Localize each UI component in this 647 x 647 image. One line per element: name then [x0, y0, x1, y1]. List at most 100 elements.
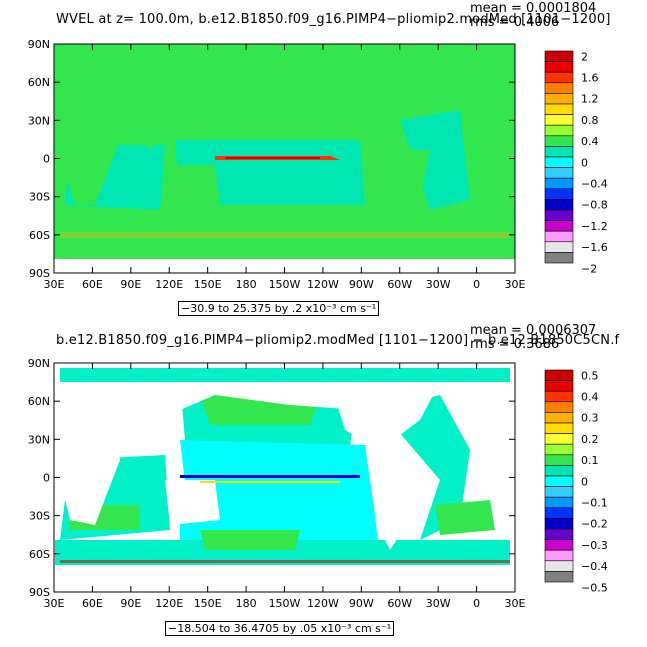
colorbar-label: 0.4 — [581, 135, 599, 148]
panel2-map — [53, 362, 516, 593]
lon-tick-label: 150E — [194, 597, 222, 610]
colorbar-swatch — [544, 528, 574, 540]
colorbar-swatch — [544, 177, 574, 190]
colorbar-label: −1.6 — [581, 241, 608, 254]
colorbar-swatch — [544, 93, 574, 105]
colorbar-label: −0.5 — [581, 581, 608, 594]
lat-tick-label: 90S — [29, 267, 50, 280]
colorbar-label: 0.1 — [581, 454, 599, 467]
colorbar-swatch — [544, 241, 574, 253]
colorbar-swatch — [544, 220, 574, 232]
colorbar-label: −0.4 — [581, 560, 608, 573]
panel2-equator-band — [180, 475, 360, 478]
panel2-rms: rms = 0.3686 — [470, 337, 560, 352]
lat-tick-label: 0 — [43, 153, 50, 166]
lon-tick-label: 60W — [387, 278, 412, 291]
colorbar-swatch — [544, 50, 574, 62]
panel2-land-namerica — [330, 382, 440, 450]
colorbar-label: −0.2 — [581, 518, 608, 531]
panel2-colorbar: 0.5 0.4 0.3 0.2 0.1 0 −0.1 −0.2 −0.3 −0.4 −0.5 — [544, 369, 608, 594]
lat-tick-label: 30N — [28, 114, 50, 127]
lon-tick-label: 150W — [269, 597, 301, 610]
panel1-land-eurasia — [54, 50, 515, 115]
colorbar-label: 2 — [581, 50, 588, 63]
panel2-land-africa — [55, 400, 120, 525]
lon-tick-label: 90W — [349, 597, 374, 610]
colorbar-swatch — [544, 199, 574, 211]
panel1-atlantic-cyan — [400, 110, 470, 210]
lon-tick-label: 120E — [155, 278, 183, 291]
colorbar-swatch — [544, 465, 574, 477]
lat-tick-label: 60N — [28, 76, 50, 89]
lat-tick-label: 0 — [43, 472, 50, 485]
lon-tick-label: 30E — [44, 278, 65, 291]
panel1-range-box: −30.9 to 25.375 by .2 x10⁻³ cm s⁻¹ — [178, 301, 380, 316]
colorbar-label: −0.8 — [581, 199, 608, 212]
panel1-southern-band — [60, 232, 510, 238]
colorbar-label: −1.2 — [581, 220, 608, 233]
panel2-southern-ocean — [55, 540, 510, 565]
colorbar-swatch — [544, 188, 574, 200]
colorbar-swatch — [544, 454, 574, 466]
colorbar-swatch — [544, 539, 574, 551]
lon-tick-label: 30W — [426, 597, 451, 610]
colorbar-label: 0.2 — [581, 433, 599, 446]
lat-tick-label: 30N — [28, 433, 50, 446]
colorbar-label: 1.6 — [581, 72, 599, 85]
colorbar-swatch — [544, 507, 574, 519]
colorbar-swatch — [544, 114, 574, 126]
panel1-equator-band-inner — [225, 157, 320, 159]
colorbar-swatch — [544, 230, 574, 243]
lat-tick-label: 90N — [28, 357, 50, 370]
panel2-equator-band-warm — [200, 481, 340, 483]
panel1-title: WVEL at z= 100.0m, b.e12.B1850.f09_g16.P… — [56, 12, 611, 27]
colorbar-swatch — [544, 433, 574, 445]
panel2-land-samerica — [370, 470, 425, 550]
colorbar-swatch — [544, 146, 574, 158]
colorbar-swatch — [544, 71, 574, 84]
colorbar-swatch — [544, 549, 574, 562]
panel1-land-africa — [55, 95, 120, 205]
panel1-land-asia — [110, 60, 220, 150]
colorbar-label: 0 — [581, 475, 588, 488]
lon-tick-label: 120E — [155, 597, 183, 610]
panel2-land-antarctica — [54, 566, 515, 592]
panel2-southern-speckle — [60, 560, 510, 563]
panel1-map — [53, 43, 516, 274]
panel2-land-australia — [165, 480, 220, 525]
lon-tick-label: 120W — [307, 597, 339, 610]
lon-tick-label: 90E — [120, 278, 141, 291]
colorbar-swatch — [544, 571, 574, 583]
colorbar-label: −2 — [581, 262, 597, 275]
panel2-range-box: −18.504 to 36.4705 by .05 x10⁻³ cm s⁻¹ — [165, 621, 395, 636]
colorbar-swatch — [544, 135, 574, 147]
colorbar-label: 0.8 — [581, 114, 599, 127]
colorbar-label: 0 — [581, 156, 588, 169]
colorbar-swatch — [544, 156, 574, 168]
lon-tick-label: 0 — [473, 278, 480, 291]
colorbar-swatch — [544, 486, 574, 498]
panel2-title: b.e12.B1850.f09_g16.PIMP4−pliomip2.modMe… — [56, 333, 620, 348]
lon-tick-label: 90W — [349, 278, 374, 291]
colorbar-label: −0.1 — [581, 497, 608, 510]
lon-tick-label: 180 — [236, 278, 257, 291]
lat-tick-label: 30S — [29, 510, 50, 523]
lon-tick-label: 180 — [236, 597, 257, 610]
panel1-land-samerica — [375, 150, 430, 235]
colorbar-swatch — [544, 412, 574, 424]
panel2-green-spac — [200, 530, 300, 550]
lat-tick-label: 30S — [29, 191, 50, 204]
panel2-mean: mean = 0.0006307 — [470, 323, 597, 338]
colorbar-swatch — [544, 560, 574, 572]
lon-tick-label: 60E — [82, 278, 103, 291]
lon-tick-label: 60E — [82, 597, 103, 610]
lon-tick-label: 60W — [387, 597, 412, 610]
colorbar-swatch — [544, 103, 574, 115]
colorbar-swatch — [544, 124, 574, 137]
colorbar-swatch — [544, 401, 574, 413]
lon-tick-label: 30W — [426, 278, 451, 291]
colorbar-label: 1.2 — [581, 93, 599, 106]
lon-tick-label: 150E — [194, 278, 222, 291]
